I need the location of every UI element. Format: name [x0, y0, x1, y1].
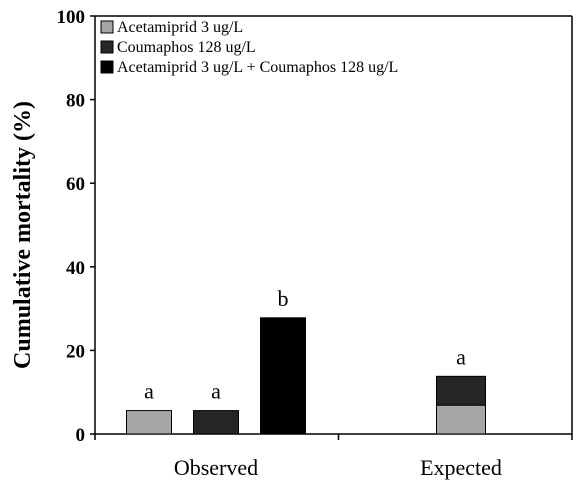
legend-label: Coumaphos 128 ug/L [117, 39, 256, 56]
x-tick-label: Observed [174, 455, 258, 480]
significance-letter: b [278, 286, 289, 311]
legend-swatch [100, 40, 114, 54]
bar [193, 410, 239, 435]
y-tick-label: 60 [66, 174, 85, 195]
plot-area: 0 20 40 60 80 100 Observed Expected a a b a [57, 7, 573, 480]
legend: Acetamiprid 3 ug/L Coumaphos 128 ug/L Acet… [100, 19, 398, 76]
bar [126, 410, 172, 435]
stacked-bar-segment [436, 404, 486, 435]
y-tick-label: 40 [66, 258, 85, 279]
legend-label: Acetamiprid 3 ug/L + Coumaphos 128 ug/L [117, 59, 398, 76]
significance-letter: a [144, 379, 154, 404]
stacked-bar-segment [436, 375, 486, 406]
y-axis-label: Cumulative mortality (%) [10, 101, 36, 369]
y-tick-label: 20 [66, 341, 85, 362]
bar [260, 317, 306, 435]
legend-label: Acetamiprid 3 ug/L [117, 19, 243, 36]
y-tick-label: 100 [57, 7, 86, 28]
x-tick-label: Expected [420, 455, 502, 480]
legend-swatch [100, 60, 114, 74]
significance-letter: a [211, 379, 221, 404]
y-tick-label: 0 [76, 425, 86, 446]
legend-swatch [100, 20, 114, 34]
y-tick-label: 80 [66, 91, 85, 112]
significance-letter: a [456, 344, 466, 369]
